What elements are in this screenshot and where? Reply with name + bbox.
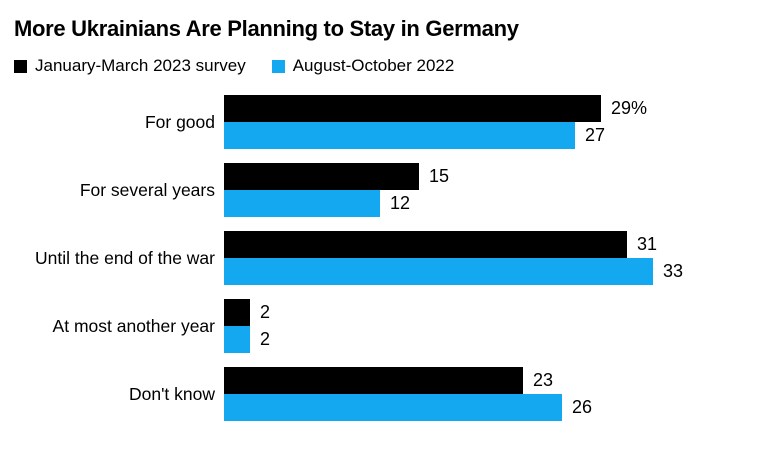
- bar-pair: 23 26: [224, 367, 593, 422]
- category-label: At most another year: [52, 315, 215, 336]
- bar-row-2023: 31: [224, 231, 683, 259]
- bar-row-2023: 23: [224, 367, 592, 395]
- bar-group: Until the end of the war 31 33: [14, 231, 762, 286]
- bar-row-2022: 2: [224, 326, 271, 354]
- value-label-2023: 23: [533, 370, 554, 391]
- value-label-2023: 15: [429, 166, 450, 187]
- value-label-2023: 2: [260, 302, 271, 323]
- legend-label-2022-survey: August-October 2022: [292, 56, 455, 76]
- bar-2023: [224, 163, 419, 191]
- value-label-2022: 26: [572, 397, 593, 418]
- bar-2022: [224, 122, 575, 150]
- legend-item-2022-survey: August-October 2022: [271, 56, 455, 76]
- chart-card: More Ukrainians Are Planning to Stay in …: [14, 16, 762, 422]
- legend-label-2023-survey: January-March 2023 survey: [35, 56, 246, 76]
- bar-2023: [224, 299, 250, 327]
- category-label: For good: [144, 111, 215, 132]
- bar-2022: [224, 258, 653, 286]
- legend-swatch-blue: [271, 59, 285, 73]
- bar-group: For good 29% 27: [14, 95, 762, 150]
- bar-2023: [224, 95, 601, 123]
- category-label: Until the end of the war: [35, 247, 215, 268]
- bar-2022: [224, 326, 250, 354]
- category-label: Don't know: [128, 383, 215, 404]
- bar-2022: [224, 190, 380, 218]
- bar-pair: 31 33: [224, 231, 684, 286]
- bar-row-2022: 26: [224, 394, 593, 422]
- value-label-2023: 29%: [611, 98, 648, 119]
- bar-row-2022: 33: [224, 258, 684, 286]
- legend-swatch-black: [14, 59, 27, 73]
- bar-pair: 15 12: [224, 163, 450, 218]
- bar-2023: [224, 231, 627, 259]
- bar-2023: [224, 367, 523, 395]
- bar-group: Don't know 23 26: [14, 367, 762, 422]
- value-label-2023: 31: [637, 234, 658, 255]
- bar-row-2023: 15: [224, 163, 450, 191]
- bar-row-2023: 29%: [224, 95, 648, 123]
- value-label-2022: 33: [663, 261, 684, 282]
- bar-pair: 29% 27: [224, 95, 648, 150]
- value-label-2022: 2: [260, 329, 271, 350]
- bar-2022: [224, 394, 562, 422]
- value-label-2022: 27: [585, 125, 606, 146]
- bar-group: For several years 15 12: [14, 163, 762, 218]
- value-label-2022: 12: [390, 193, 411, 214]
- bar-chart: For good 29% 27 For several years 15: [14, 95, 762, 422]
- bar-row-2023: 2: [224, 299, 271, 327]
- bar-group: At most another year 2 2: [14, 299, 762, 354]
- chart-title: More Ukrainians Are Planning to Stay in …: [14, 16, 519, 41]
- bar-row-2022: 12: [224, 190, 449, 218]
- bar-row-2022: 27: [224, 122, 647, 150]
- chart-legend: January-March 2023 survey August-October…: [14, 56, 762, 76]
- category-label: For several years: [79, 179, 215, 200]
- bar-pair: 2 2: [224, 299, 271, 354]
- legend-item-2023-survey: January-March 2023 survey: [14, 56, 246, 76]
